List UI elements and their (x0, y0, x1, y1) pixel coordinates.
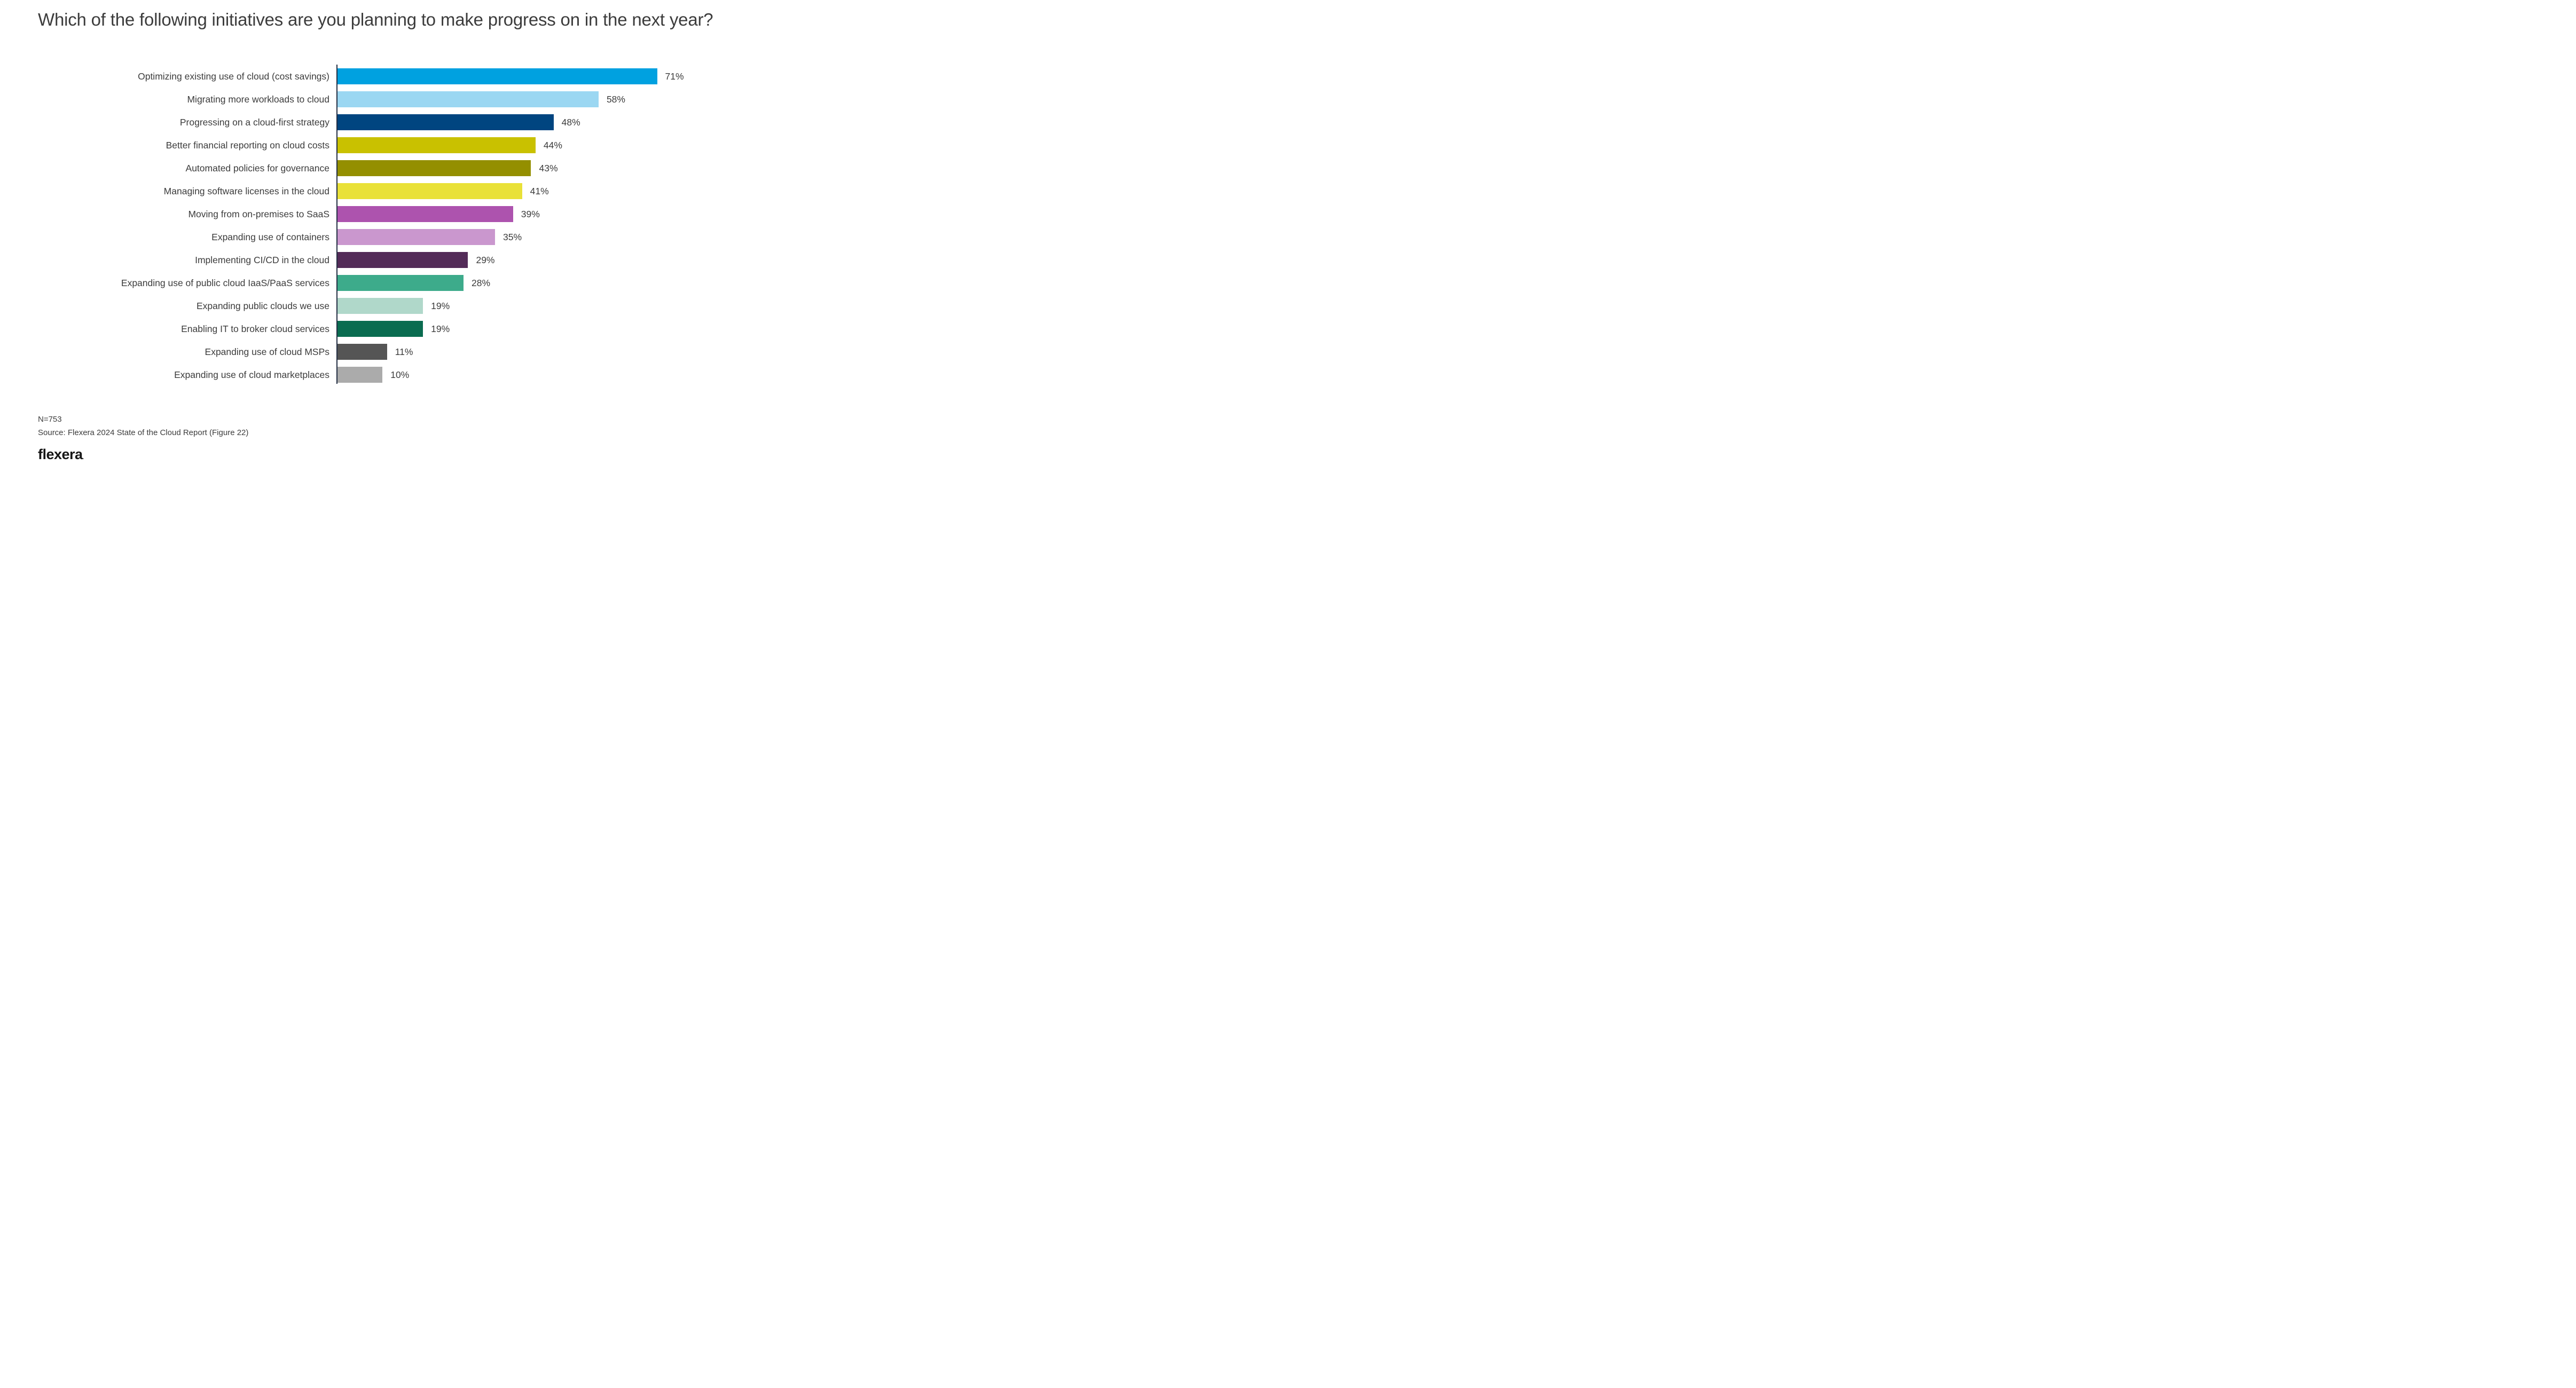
flexera-logo-text: flexera (38, 446, 83, 462)
category-label: Expanding use of public cloud IaaS/PaaS … (121, 277, 329, 288)
value-label: 41% (530, 185, 549, 196)
category-label: Expanding use of cloud marketplaces (174, 369, 329, 380)
flexera-logo-mark: . (82, 454, 84, 460)
chart-title: Which of the following initiatives are y… (38, 10, 713, 29)
bar (337, 321, 423, 337)
chart-row: Moving from on-premises to SaaS 39% (0, 206, 859, 222)
value-label: 71% (665, 70, 684, 82)
bar (337, 183, 522, 199)
chart-row: Managing software licenses in the cloud 4… (0, 183, 859, 199)
bar (337, 275, 464, 291)
chart-row: Expanding use of cloud marketplaces 10% (0, 367, 859, 383)
bar-track: 19% (337, 298, 859, 314)
chart-row: Implementing CI/CD in the cloud 29% (0, 252, 859, 268)
chart-row: Expanding use of cloud MSPs 11% (0, 344, 859, 360)
bar-track: 48% (337, 114, 859, 130)
category-label: Moving from on-premises to SaaS (188, 208, 329, 219)
category-label: Migrating more workloads to cloud (187, 93, 329, 105)
category-label: Progressing on a cloud-first strategy (179, 116, 329, 128)
value-label: 43% (539, 162, 558, 174)
chart-row: Expanding use of public cloud IaaS/PaaS … (0, 275, 859, 291)
bar (337, 252, 468, 268)
bar-track: 39% (337, 206, 859, 222)
bar-track: 35% (337, 229, 859, 245)
value-label: 29% (476, 254, 495, 265)
bar (337, 367, 383, 383)
bar-track: 44% (337, 137, 859, 153)
bar (337, 114, 554, 130)
bar-track: 19% (337, 321, 859, 337)
category-label: Expanding use of containers (211, 231, 329, 242)
chart-row: Optimizing existing use of cloud (cost s… (0, 68, 859, 84)
bar-track: 43% (337, 160, 859, 176)
category-label: Optimizing existing use of cloud (cost s… (138, 70, 329, 82)
chart-row: Automated policies for governance 43% (0, 160, 859, 176)
bar-track: 71% (337, 68, 859, 84)
value-label: 11% (395, 346, 413, 357)
bar (337, 206, 513, 222)
bar (337, 229, 496, 245)
chart-row: Expanding public clouds we use 19% (0, 298, 859, 314)
category-label: Automated policies for governance (185, 162, 329, 174)
bar (337, 137, 536, 153)
value-label: 48% (561, 116, 580, 128)
category-label: Managing software licenses in the cloud (163, 185, 329, 196)
footer: N=753 Source: Flexera 2024 State of the … (38, 413, 248, 466)
bar-track: 29% (337, 252, 859, 268)
source-note: Source: Flexera 2024 State of the Cloud … (38, 428, 249, 437)
y-axis-line (336, 65, 337, 384)
bar (337, 68, 657, 84)
category-label: Better financial reporting on cloud cost… (166, 139, 329, 151)
category-label: Implementing CI/CD in the cloud (195, 254, 329, 265)
category-label: Expanding public clouds we use (196, 300, 329, 311)
chart-row: Expanding use of containers 35% (0, 229, 859, 245)
category-label: Enabling IT to broker cloud services (181, 323, 329, 334)
flexera-logo: flexera. (38, 443, 248, 467)
bar-track: 58% (337, 91, 859, 107)
bar-chart: Optimizing existing use of cloud (cost s… (0, 65, 859, 384)
bar-track: 10% (337, 367, 859, 383)
sample-size-note: N=753 (38, 415, 62, 424)
bar-track: 41% (337, 183, 859, 199)
chart-row: Progressing on a cloud-first strategy 48% (0, 114, 859, 130)
chart-row: Enabling IT to broker cloud services 19% (0, 321, 859, 337)
bar (337, 298, 423, 314)
value-label: 10% (390, 369, 410, 380)
value-label: 44% (543, 139, 562, 151)
bar-track: 28% (337, 275, 859, 291)
chart-row: Better financial reporting on cloud cost… (0, 137, 859, 153)
report-figure: Which of the following initiatives are y… (0, 0, 859, 463)
category-label: Expanding use of cloud MSPs (205, 346, 329, 357)
value-label: 19% (431, 323, 450, 334)
value-label: 39% (521, 208, 540, 219)
value-label: 35% (503, 231, 522, 242)
chart-rows: Optimizing existing use of cloud (cost s… (0, 68, 859, 383)
bar (337, 160, 531, 176)
value-label: 58% (606, 93, 625, 105)
value-label: 28% (472, 277, 491, 288)
chart-row: Migrating more workloads to cloud 58% (0, 91, 859, 107)
value-label: 19% (431, 300, 450, 311)
bar (337, 91, 599, 107)
bar (337, 344, 387, 360)
bar-track: 11% (337, 344, 859, 360)
